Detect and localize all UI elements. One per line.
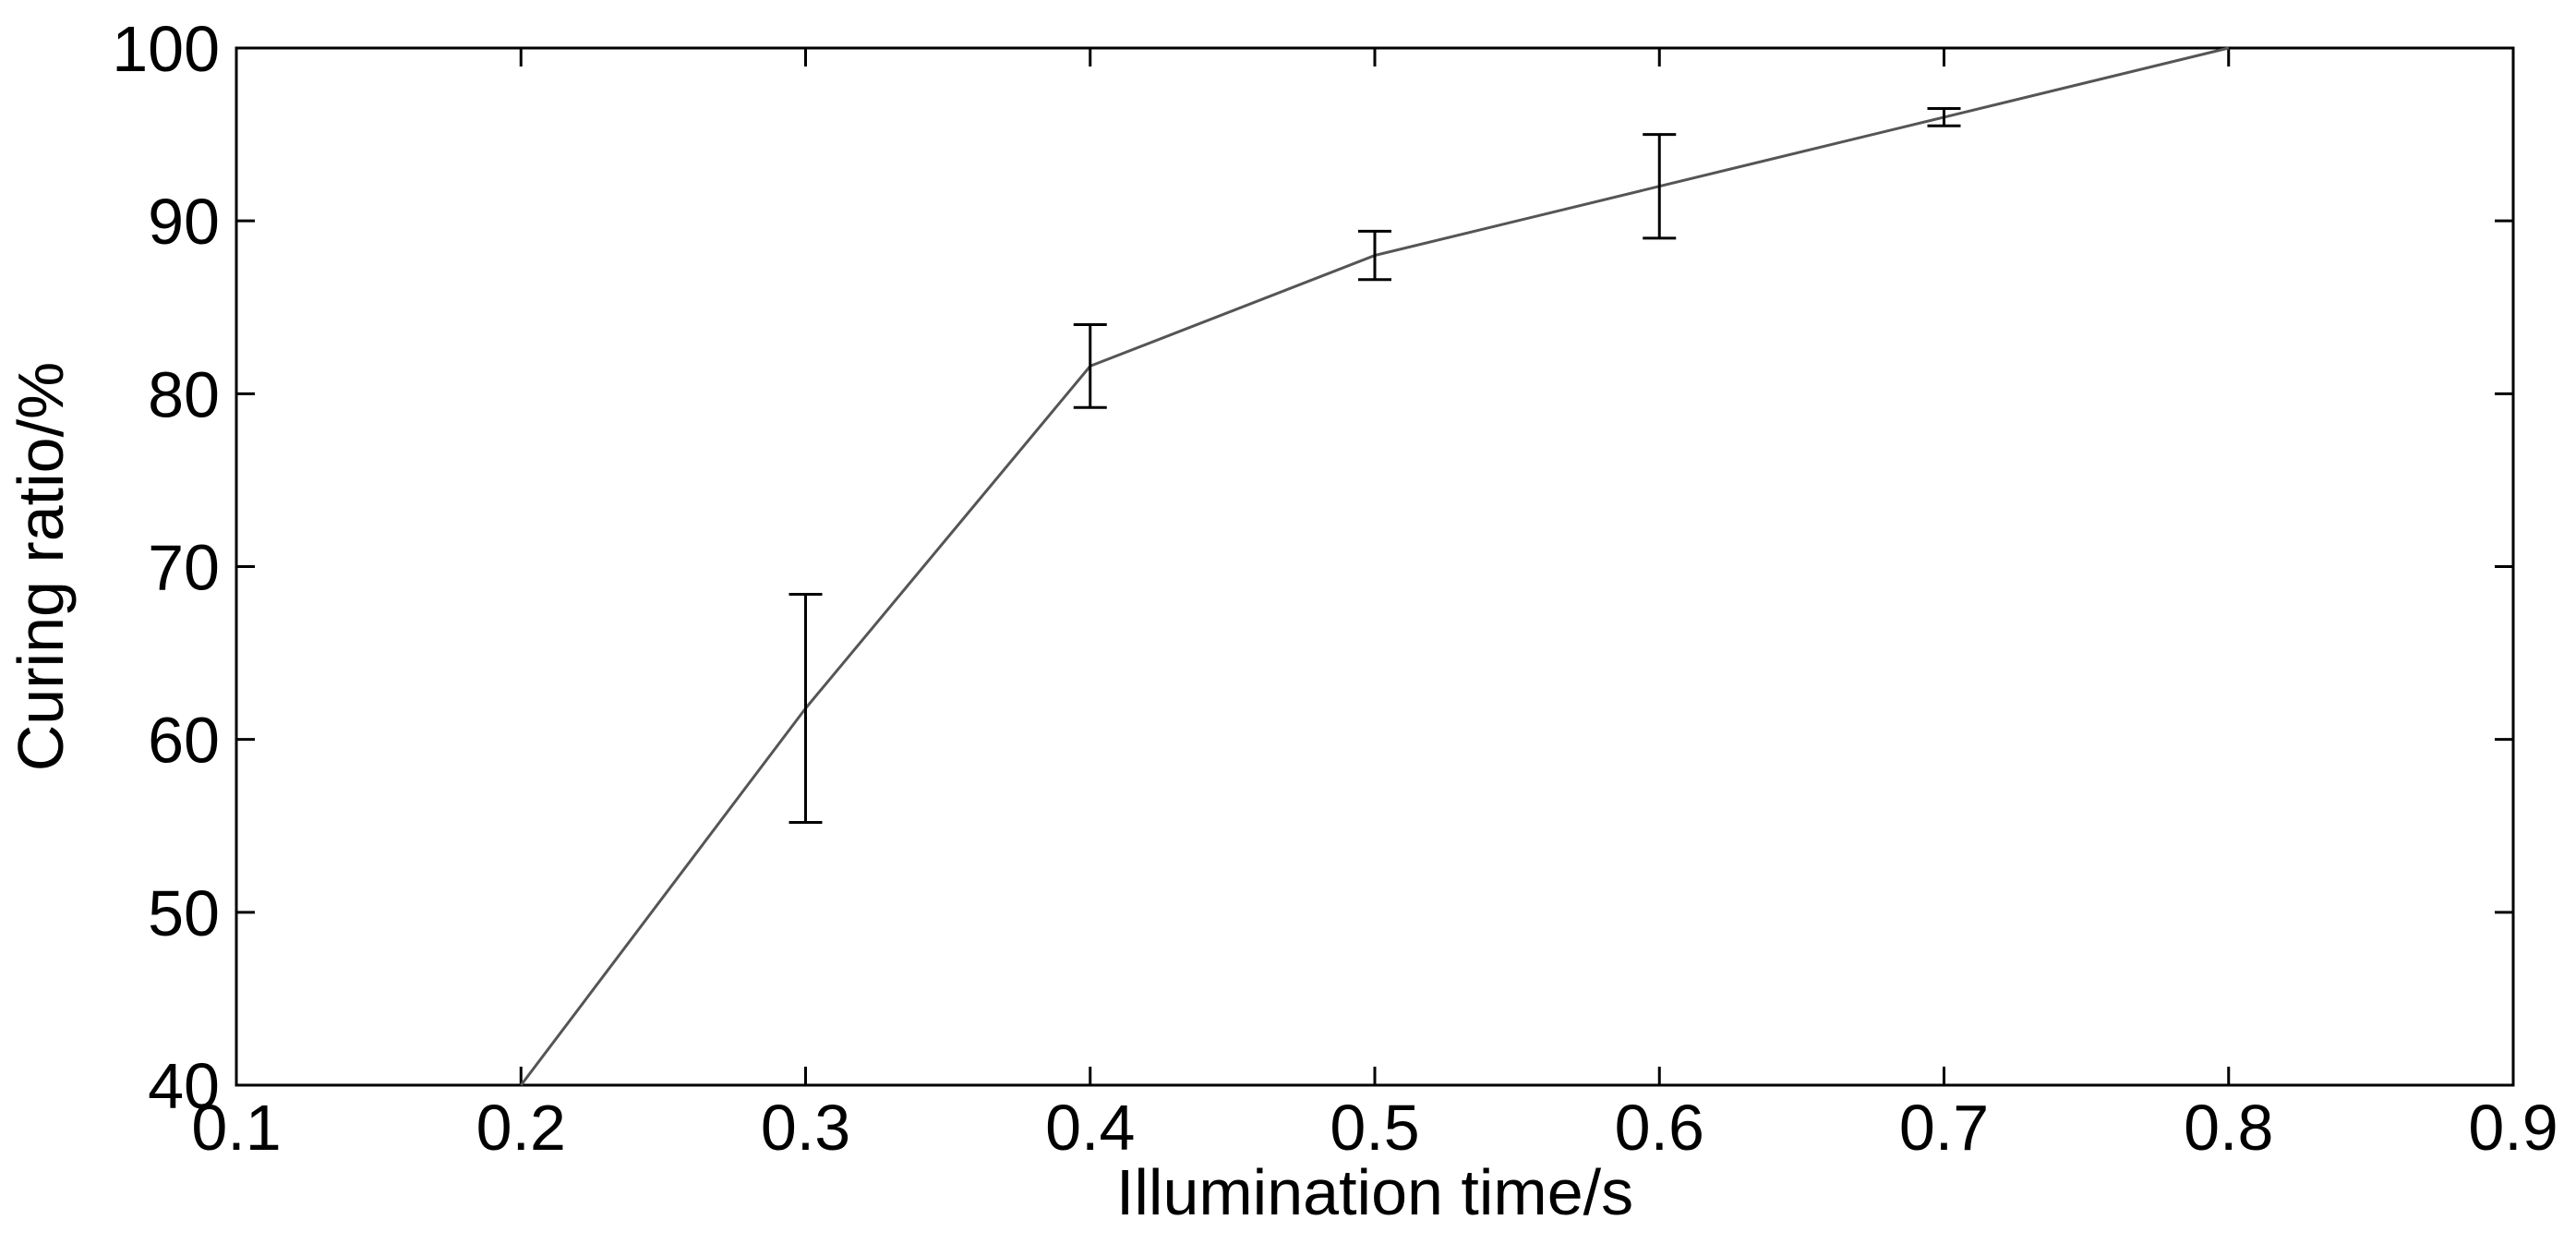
error-bar xyxy=(1073,322,1107,409)
x-tick-label: 0.2 xyxy=(476,1092,566,1164)
y-tick-label: 60 xyxy=(148,705,220,777)
error-bar xyxy=(788,592,823,825)
y-tick-label: 90 xyxy=(148,186,220,258)
y-tick-label: 80 xyxy=(148,358,220,430)
x-tick-label: 0.8 xyxy=(2184,1092,2273,1164)
y-axis-title: Curing ratio/% xyxy=(5,362,77,772)
y-tick-label: 70 xyxy=(148,532,220,604)
x-axis-title: Illumination time/s xyxy=(1116,1156,1633,1228)
errorbar-layer xyxy=(788,107,1961,825)
error-bar xyxy=(1358,229,1391,282)
x-tick-label: 0.9 xyxy=(2468,1092,2558,1164)
ticks-layer: 0.1 0.2 0.3 0.4 0.5 0.6 0.7 0.8 0.9 40 50 60 70 80 90 1… xyxy=(112,13,2558,1164)
plot-frame xyxy=(235,46,2515,1087)
x-tick-label: 0.1 xyxy=(191,1092,281,1164)
error-bar xyxy=(1927,107,1961,127)
x-tick-label: 0.5 xyxy=(1330,1092,1419,1164)
series-layer xyxy=(520,46,2230,1086)
axes-layer xyxy=(235,46,2515,1087)
x-tick-label: 0.7 xyxy=(1899,1092,1989,1164)
y-tick-label: 40 xyxy=(148,1050,220,1122)
y-tick-label: 50 xyxy=(148,877,220,949)
series-line xyxy=(520,46,2230,1086)
error-bar xyxy=(1643,133,1677,240)
x-tick-label: 0.4 xyxy=(1045,1092,1135,1164)
x-tick-label: 0.3 xyxy=(761,1092,850,1164)
y-tick-label: 100 xyxy=(112,13,220,85)
x-tick-label: 0.6 xyxy=(1615,1092,1704,1164)
